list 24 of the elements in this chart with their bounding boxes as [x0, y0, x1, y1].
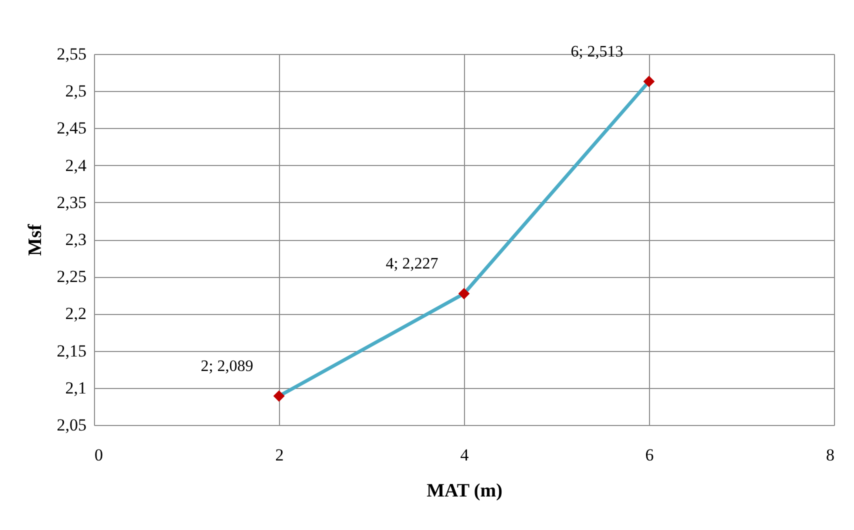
y-tick-label: 2,05	[56, 416, 86, 434]
y-axis-title: Msf	[24, 224, 46, 256]
x-axis-title: MAT (m)	[426, 480, 502, 502]
data-label: 2; 2,089	[200, 358, 254, 376]
y-tick-label: 2,25	[56, 267, 86, 286]
point	[643, 76, 655, 88]
x-tick-label: 8	[826, 446, 834, 464]
point	[273, 390, 285, 402]
x-tick-label: 2	[275, 446, 284, 464]
y-tick-label: 2,35	[56, 192, 86, 212]
y-tick-label: 2,5	[65, 82, 86, 101]
y-tick-label: 2,1	[65, 378, 86, 398]
x-tick-label: 4	[460, 446, 470, 464]
data-label: 6; 2,513	[570, 43, 624, 60]
data-label: 4; 2,227	[386, 256, 438, 273]
x-tick-label: 0	[94, 446, 103, 464]
y-tick-label: 2,2	[65, 304, 86, 324]
y-tick-label: 2,55	[56, 44, 86, 64]
y-tick-label: 2,4	[65, 156, 87, 175]
y-tick-label: 2,3	[65, 230, 86, 249]
y-tick-label: 2,15	[56, 341, 86, 360]
y-tick-label: 2,45	[56, 118, 86, 138]
x-tick-label: 6	[645, 446, 654, 464]
point	[458, 288, 470, 300]
